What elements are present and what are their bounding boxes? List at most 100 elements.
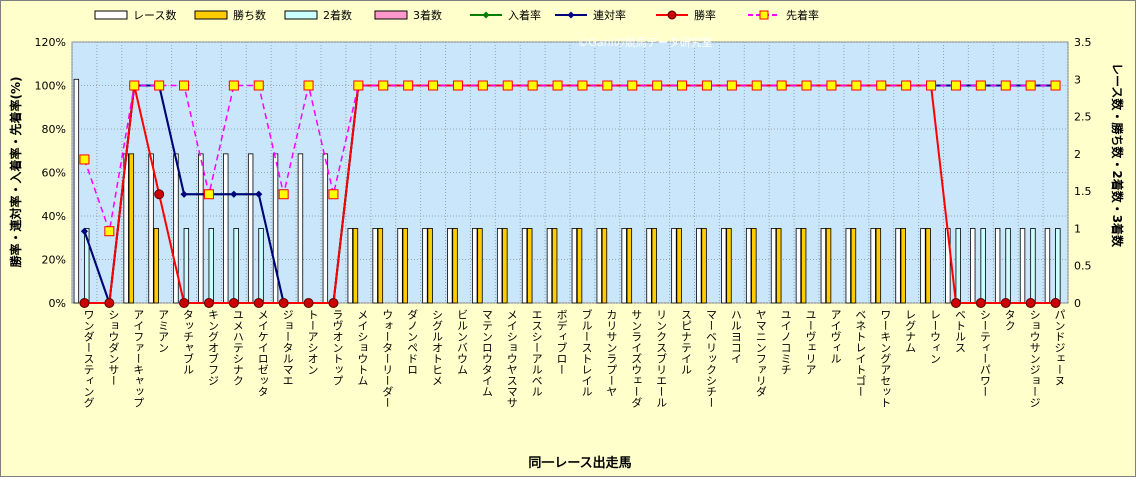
legend-marker	[759, 10, 769, 20]
marker-勝率	[1050, 298, 1061, 308]
bar-2着数	[258, 228, 264, 304]
bar-レース数	[546, 228, 553, 304]
marker-先着率	[751, 80, 762, 91]
bar-勝ち数	[850, 228, 857, 304]
marker-勝率	[228, 298, 239, 308]
legend-swatch	[94, 10, 128, 20]
bar-レース数	[198, 153, 204, 304]
marker-先着率	[253, 80, 264, 91]
marker-勝率	[303, 298, 314, 308]
y-left-tick-label: 80%	[42, 123, 66, 136]
x-category-label: ダノンペドロ	[406, 309, 419, 375]
marker-先着率	[278, 189, 289, 200]
legend-label: 3着数	[413, 8, 442, 22]
x-category-label: マテンロウタイム	[480, 309, 493, 397]
y-axis-left: 0% 20% 40% 60% 80% 100% 120%	[35, 36, 66, 310]
marker-先着率	[154, 80, 165, 91]
x-category-label: タッチャブル	[182, 309, 195, 375]
bar-勝ち数	[452, 228, 458, 304]
x-category-label: アミアン	[157, 309, 170, 353]
y-right-tick-label: 1.5	[1074, 185, 1092, 198]
marker-連対率	[80, 227, 88, 235]
marker-先着率	[328, 189, 339, 200]
marker-先着率	[203, 189, 214, 200]
marker-先着率	[975, 80, 986, 91]
bar-2着数	[1005, 228, 1011, 304]
legend-label: 入着率	[508, 8, 541, 22]
bar-レース数	[696, 228, 702, 304]
y-right-tick-label: 3.5	[1074, 36, 1092, 49]
bar-レース数	[472, 228, 478, 304]
bar-レース数	[1044, 228, 1051, 304]
marker-勝率	[253, 298, 264, 308]
x-category-label: ユメハテシナク	[231, 309, 244, 386]
y-left-tick-label: 60%	[42, 167, 66, 180]
marker-先着率	[652, 80, 663, 91]
legend-swatch	[374, 10, 408, 20]
marker-先着率	[876, 80, 887, 91]
line-先着率	[83, 84, 1056, 232]
x-category-label: ボディブロー	[555, 309, 568, 375]
x-category-label: シグルオトヒメ	[431, 309, 444, 386]
legend-label: 2着数	[323, 8, 352, 22]
x-category-label: スピナテイル	[680, 309, 693, 375]
marker-先着率	[677, 80, 688, 91]
y-left-tick-label: 100%	[35, 80, 66, 93]
x-category-label: ハルヨコイ	[729, 309, 742, 364]
bar-レース数	[322, 153, 329, 304]
legend-marker	[482, 11, 490, 19]
x-category-label: ベネトレイトゴー	[854, 309, 867, 397]
x-category-label: シーティーパワー	[978, 309, 991, 397]
marker-勝率	[975, 298, 986, 308]
x-category-label: ラヴオントップ	[331, 309, 344, 386]
marker-先着率	[452, 80, 463, 91]
y-left-tick-label: 0%	[49, 297, 66, 310]
marker-先着率	[104, 226, 115, 237]
x-category-label: アイファーキャップ	[132, 309, 145, 408]
x-category-label: ブルーストレイル	[580, 308, 593, 397]
marker-連対率	[230, 190, 238, 198]
bar-勝ち数	[128, 153, 135, 304]
marker-勝率	[203, 298, 214, 308]
marker-先着率	[228, 80, 239, 91]
x-category-label: カリサンラプーヤ	[605, 309, 618, 397]
legend-swatch	[194, 10, 228, 20]
bar-2着数	[955, 228, 961, 304]
legend-label: 先着率	[786, 8, 819, 22]
marker-先着率	[1025, 80, 1036, 91]
marker-勝率	[1000, 298, 1011, 308]
marker-先着率	[627, 80, 638, 91]
bar-レース数	[173, 153, 179, 304]
bar-レース数	[671, 228, 677, 304]
bar-勝ち数	[601, 228, 608, 304]
bar-レース数	[496, 228, 503, 304]
marker-先着率	[926, 80, 937, 91]
x-category-label: ウォーターリーダー	[381, 309, 394, 408]
bar-勝ち数	[527, 228, 533, 304]
bar-勝ち数	[800, 228, 807, 304]
marker-先着率	[428, 80, 439, 91]
bar-勝ち数	[427, 228, 433, 304]
x-category-label: ワンダースティング	[82, 309, 95, 408]
marker-連対率	[255, 190, 263, 198]
bar-レース数	[845, 228, 851, 304]
marker-勝率	[79, 298, 90, 308]
marker-勝率	[278, 298, 289, 308]
legend: レース数 勝ち数 2着数 3着数 入着率 連対率 勝率 先着率	[94, 8, 819, 22]
bar-勝ち数	[676, 228, 682, 304]
bar-レース数	[422, 228, 428, 304]
marker-先着率	[726, 80, 737, 91]
marker-先着率	[502, 80, 513, 91]
x-category-label: メイケイロゼッタ	[256, 309, 269, 397]
x-category-label: メイショウトム	[356, 309, 369, 386]
x-category-label: ビルンバウム	[455, 309, 468, 375]
y-left-tick-label: 40%	[42, 210, 66, 223]
bar-勝ち数	[551, 228, 558, 304]
x-category-label: レグナム	[904, 309, 917, 353]
y-left-tick-label: 20%	[42, 254, 66, 267]
x-category-label: マーベリックシチー	[704, 309, 717, 408]
bar-勝ち数	[751, 228, 757, 304]
bar-勝ち数	[875, 228, 882, 304]
legend-label: 勝率	[694, 8, 716, 22]
